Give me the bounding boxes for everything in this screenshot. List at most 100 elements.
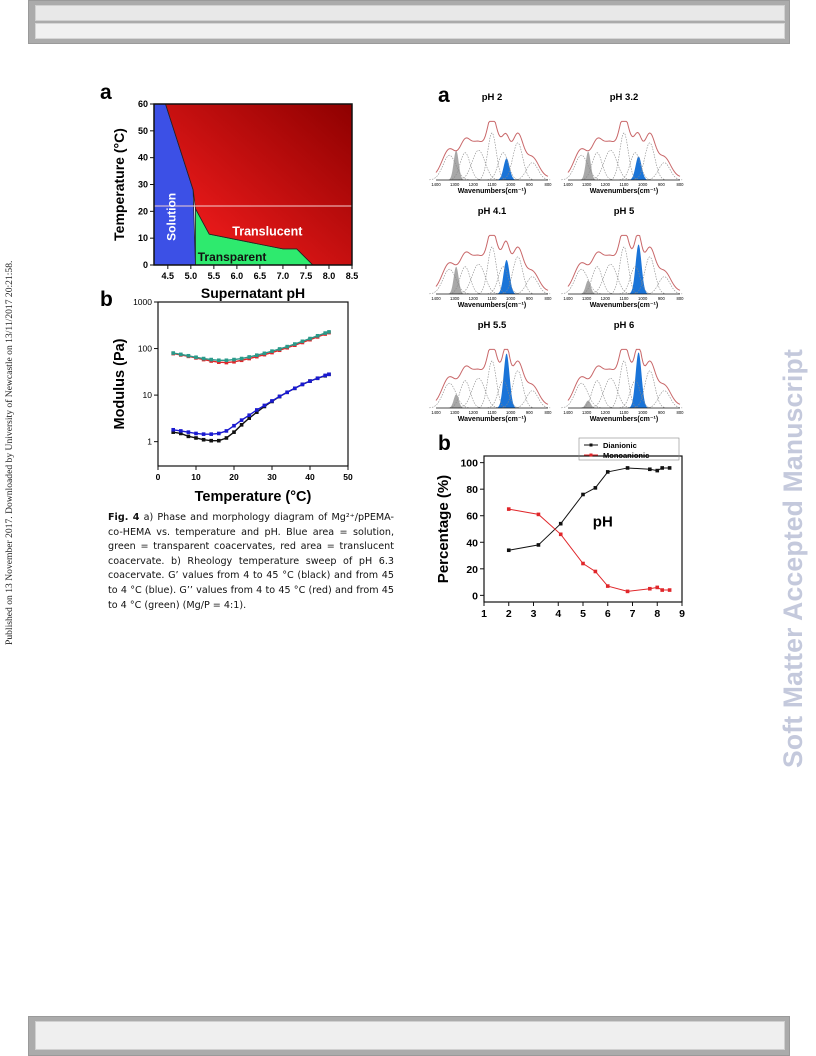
rheology-point-green [201, 356, 206, 361]
percentage-y-tick-label: 100 [460, 458, 478, 470]
download-notice: Published on 13 November 2017. Downloade… [4, 260, 15, 645]
phase-y-tick-label: 50 [138, 126, 148, 136]
rheology-plot-frame [157, 301, 349, 467]
ftir-blue-band [496, 158, 517, 180]
ftir-component-peak [581, 380, 613, 409]
percentage-point-dianionic [581, 492, 585, 497]
ftir-subplot: pH 4.1 1400 1300 1200 1100 1000 900 800 Wavenumb… [429, 206, 552, 309]
ftir-subplot: pH 2 1400 1300 1200 1100 1000 900 800 Wavenumber… [429, 92, 552, 195]
ftir-tick-label: 1400 [563, 410, 573, 415]
percentage-point-dianionic [605, 470, 610, 474]
percentage-x-tick-label: 6 [605, 608, 611, 620]
ftir-subplot-title: pH 6 [614, 320, 635, 331]
ftir-blue-band [628, 352, 649, 408]
ftir-x-axis-label: Wavenumbers(cm⁻¹) [590, 416, 658, 423]
ftir-component-peak [458, 263, 499, 295]
rheology-point-blue [239, 418, 244, 422]
ftir-tick-label: 900 [658, 410, 666, 415]
rheology-point-blue [285, 390, 289, 395]
phase-x-tick-label: 6.5 [254, 271, 267, 281]
ftir-component-peak [487, 380, 519, 409]
ftir-tick-label: 800 [677, 182, 685, 187]
ftir-subplot: pH 3.2 1400 1300 1200 1100 1000 900 800 Wavenumb… [561, 92, 684, 195]
ftir-component-peak [478, 360, 506, 408]
ftir-tick-label: 1300 [582, 410, 592, 415]
percentage-y-tick-label: 40 [466, 537, 478, 549]
ftir-component-peak [634, 142, 666, 181]
header-bar-lower [35, 23, 785, 39]
rheology-point-black [194, 436, 198, 440]
ftir-tick-label: 1000 [506, 296, 516, 301]
percentage-plot-frame [483, 455, 683, 603]
rheology-point-blue [270, 399, 274, 403]
rheology-x-tick-label: 0 [156, 472, 161, 482]
percentage-x-tick-label: 7 [630, 608, 636, 620]
legend-swatch-marker [589, 453, 593, 457]
rheology-point-blue [255, 408, 259, 412]
rheology-point-green [327, 330, 331, 334]
ftir-tick-label: 900 [526, 182, 534, 187]
phase-y-axis-label: Temperature (°C) [111, 128, 127, 241]
percentage-point-monoanionic [667, 588, 672, 592]
phase-x-tick-label: 6.0 [231, 271, 244, 281]
ftir-x-axis-label: Wavenumbers(cm⁻¹) [590, 188, 658, 195]
ftir-component-peak [502, 370, 534, 409]
percentage-x-tick-label: 3 [531, 608, 537, 620]
ftir-component-peak [590, 149, 631, 181]
rheology-point-blue [186, 430, 191, 434]
ftir-subplot: pH 5 1400 1300 1200 1100 1000 900 800 Wavenumber… [561, 206, 684, 309]
percentage-point-dianionic [506, 548, 511, 553]
ftir-tick-label: 1100 [487, 410, 497, 415]
ftir-envelope [567, 234, 681, 291]
ftir-component-peak [634, 256, 666, 295]
rheology-x-tick-label: 40 [305, 472, 315, 482]
legend-label-dianionic: Dianionic [603, 441, 637, 450]
rheology-point-red [232, 359, 236, 364]
caption-text: a) Phase and morphology diagram of Mg²⁺/… [108, 512, 394, 611]
ftir-component-peak [458, 377, 499, 409]
label-translucent: Translucent [232, 224, 303, 238]
percentage-line-dianionic [508, 467, 670, 551]
ftir-tick-label: 800 [545, 410, 553, 415]
ftir-gray-band [580, 280, 597, 294]
rheology-point-green [186, 353, 191, 358]
rheology-point-green [293, 342, 297, 346]
rheology-point-green [209, 357, 213, 362]
rheology-point-blue [217, 431, 221, 436]
percentage-point-dianionic [558, 521, 563, 526]
ftir-tick-label: 900 [658, 182, 666, 187]
ftir-tick-label: 1400 [431, 296, 441, 301]
accepted-manuscript-watermark: Soft Matter Accepted Manuscript [778, 349, 808, 768]
ftir-tick-label: 900 [526, 296, 534, 301]
rheology-point-black [232, 430, 236, 434]
rheology-point-blue [262, 403, 267, 408]
ftir-blue-band [628, 244, 649, 294]
ftir-component-peak [561, 382, 602, 409]
ftir-component-peak [619, 152, 651, 181]
percentage-y-tick-label: 60 [466, 511, 478, 523]
ftir-envelope [567, 120, 681, 177]
ftir-tick-label: 1300 [582, 182, 592, 187]
ftir-component-peak [610, 132, 638, 180]
rheology-point-black [255, 410, 259, 414]
ftir-tick-label: 900 [526, 410, 534, 415]
rheology-point-black [171, 430, 175, 434]
legend-label-monoanionic: Monoanionic [603, 451, 649, 460]
ftir-component-peak [478, 246, 506, 294]
ftir-component-peak [487, 152, 519, 181]
percentage-y-tick-label: 80 [466, 484, 478, 496]
rheology-point-black [209, 438, 213, 443]
rheology-point-blue [308, 379, 312, 383]
ftir-tick-label: 1000 [638, 296, 648, 301]
ftir-tick-label: 1000 [506, 410, 516, 415]
rheology-point-black [186, 434, 191, 439]
rheology-x-tick-label: 20 [229, 472, 239, 482]
ftir-component-peak [429, 154, 470, 181]
header-bar-inner [35, 5, 785, 21]
ftir-component-peak [590, 377, 631, 409]
rheology-x-tick-label: 50 [343, 472, 353, 482]
ftir-component-peak [502, 256, 534, 295]
percentage-point-dianionic [648, 467, 652, 472]
label-solution: Solution [165, 193, 179, 241]
ftir-x-axis-label: Wavenumbers(cm⁻¹) [458, 188, 526, 195]
